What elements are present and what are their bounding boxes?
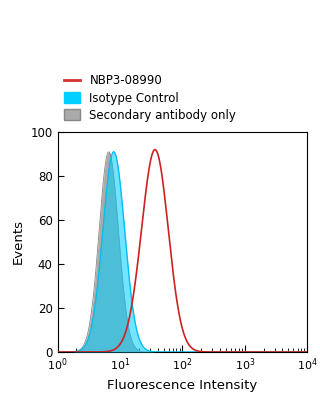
Legend: NBP3-08990, Isotype Control, Secondary antibody only: NBP3-08990, Isotype Control, Secondary a… <box>63 74 236 122</box>
Y-axis label: Events: Events <box>12 220 25 264</box>
X-axis label: Fluorescence Intensity: Fluorescence Intensity <box>107 379 258 392</box>
